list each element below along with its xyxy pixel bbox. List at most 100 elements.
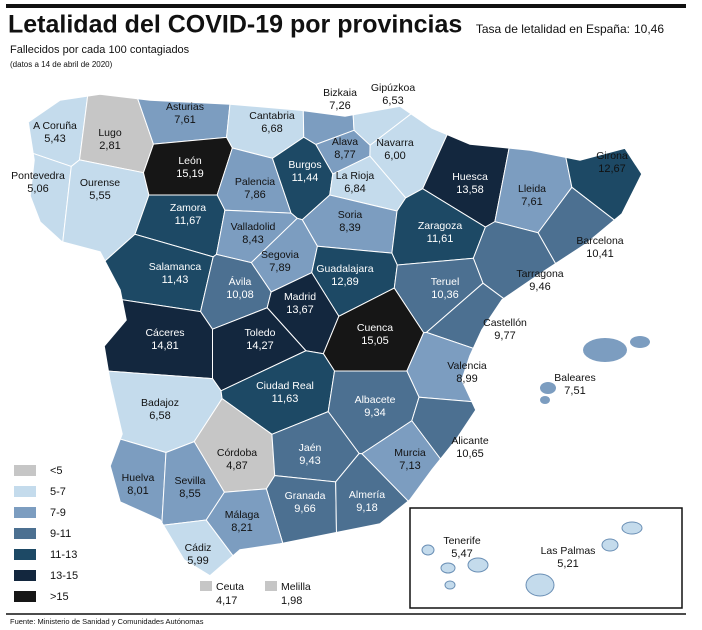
legend-swatch bbox=[14, 465, 36, 476]
legend-swatch bbox=[14, 591, 36, 602]
province-value: 8,77 bbox=[334, 149, 355, 161]
province-value: 14,81 bbox=[151, 340, 179, 352]
province-value: 6,68 bbox=[261, 123, 282, 135]
province-name: Segovia bbox=[261, 249, 299, 261]
province-name: Cáceres bbox=[145, 327, 184, 339]
legend: <5 5-7 7-9 9-11 11-13 13-15 >15 bbox=[14, 465, 78, 603]
legend-swatch bbox=[14, 570, 36, 581]
province-name: Lleida bbox=[518, 183, 546, 195]
province-value: 11,43 bbox=[162, 274, 189, 286]
province-name: Baleares bbox=[554, 372, 595, 384]
province-value: 12,67 bbox=[598, 163, 626, 175]
province-value: 8,21 bbox=[231, 522, 252, 534]
province-value: 11,63 bbox=[272, 393, 299, 405]
province-name: Girona bbox=[596, 150, 628, 162]
canarias-inset bbox=[409, 507, 683, 609]
legend-label: <5 bbox=[50, 465, 63, 477]
province bbox=[537, 186, 642, 448]
province-value: 5,55 bbox=[89, 190, 110, 202]
province-name: Almería bbox=[349, 489, 385, 501]
province-value: 6,58 bbox=[149, 410, 170, 422]
province-name: Valladolid bbox=[231, 221, 276, 233]
province-name: Ávila bbox=[229, 275, 252, 288]
province-name: Bizkaia bbox=[323, 87, 357, 99]
province-value: 9,46 bbox=[529, 281, 550, 293]
province-name: Granada bbox=[285, 490, 326, 502]
province-name: Valencia bbox=[447, 360, 487, 372]
subtitle: Fallecidos por cada 100 contagiados bbox=[10, 44, 190, 56]
province-value: 11,67 bbox=[175, 215, 202, 227]
island bbox=[467, 557, 489, 573]
legend-label: 13-15 bbox=[50, 570, 78, 582]
province-value: 10,65 bbox=[456, 448, 484, 460]
province-name: Cuenca bbox=[357, 322, 393, 334]
province-value: 5,99 bbox=[187, 555, 208, 567]
province-name: Soria bbox=[338, 209, 363, 221]
province-value: 7,51 bbox=[564, 385, 585, 397]
province-value: 10,08 bbox=[226, 289, 254, 301]
island bbox=[583, 338, 627, 362]
top-rule bbox=[6, 4, 686, 8]
province-name: Huelva bbox=[122, 472, 155, 484]
province-value: 10,36 bbox=[431, 289, 459, 301]
province-name: Albacete bbox=[355, 394, 396, 406]
legend-swatch bbox=[14, 507, 36, 518]
province-value: 9,66 bbox=[294, 503, 315, 515]
province-value: 8,43 bbox=[242, 234, 263, 246]
province-value: 9,43 bbox=[299, 455, 320, 467]
mainland-outline bbox=[27, 93, 643, 577]
province-value: 11,44 bbox=[292, 172, 319, 184]
source: Fuente: Ministerio de Sanidad y Comunida… bbox=[10, 617, 204, 626]
province-name: Murcia bbox=[394, 447, 426, 459]
province-name: Madrid bbox=[284, 291, 316, 303]
province-value: 1,98 bbox=[281, 595, 302, 607]
province-value: 7,89 bbox=[269, 262, 290, 274]
province-name: Zaragoza bbox=[418, 220, 463, 232]
province-name: La Rioja bbox=[336, 170, 375, 182]
city-swatch bbox=[265, 581, 277, 591]
legend-swatch bbox=[14, 549, 36, 560]
legend-swatch bbox=[14, 528, 36, 539]
island bbox=[540, 396, 550, 404]
island bbox=[621, 521, 643, 535]
province-value: 7,26 bbox=[329, 100, 350, 112]
province-value: 9,77 bbox=[494, 330, 515, 342]
province-value: 12,89 bbox=[331, 276, 359, 288]
province-name: Alava bbox=[332, 136, 358, 148]
province-name: Lugo bbox=[98, 127, 122, 139]
province-value: 7,86 bbox=[244, 189, 265, 201]
province-name: Huesca bbox=[452, 171, 488, 183]
province-name: Sevilla bbox=[175, 475, 206, 487]
province-value: 5,47 bbox=[451, 548, 472, 560]
province-name: Gipúzkoa bbox=[371, 82, 416, 94]
island bbox=[630, 336, 650, 348]
province-name: Las Palmas bbox=[541, 545, 596, 557]
province-name: Ourense bbox=[80, 177, 120, 189]
province-value: 15,05 bbox=[361, 335, 389, 347]
province-value: 8,39 bbox=[339, 222, 360, 234]
legend-label: 11-13 bbox=[50, 549, 77, 561]
province-value: 6,53 bbox=[382, 95, 403, 107]
province-name: Toledo bbox=[245, 327, 276, 339]
province-value: 2,81 bbox=[99, 140, 120, 152]
province-name: Alicante bbox=[451, 435, 489, 447]
note: (datos a 14 de abril de 2020) bbox=[10, 60, 113, 69]
province-value: 11,61 bbox=[427, 233, 454, 245]
national-value: 10,46 bbox=[634, 22, 664, 36]
province-value: 6,00 bbox=[384, 150, 405, 162]
province-name: Guadalajara bbox=[316, 263, 373, 275]
island bbox=[421, 544, 435, 556]
province-name: Asturias bbox=[166, 101, 204, 113]
province-name: A Coruña bbox=[33, 120, 77, 132]
province-value: 7,61 bbox=[174, 114, 195, 126]
island bbox=[525, 573, 555, 597]
province-value: 9,34 bbox=[364, 407, 385, 419]
province-value: 15,19 bbox=[176, 168, 204, 180]
province-name: Salamanca bbox=[149, 261, 202, 273]
province-value: 14,27 bbox=[246, 340, 274, 352]
province-name: Melilla bbox=[281, 581, 311, 593]
province-name: Badajoz bbox=[141, 397, 179, 409]
province-name: Cádiz bbox=[185, 542, 212, 554]
province-name: Cantabria bbox=[249, 110, 295, 122]
